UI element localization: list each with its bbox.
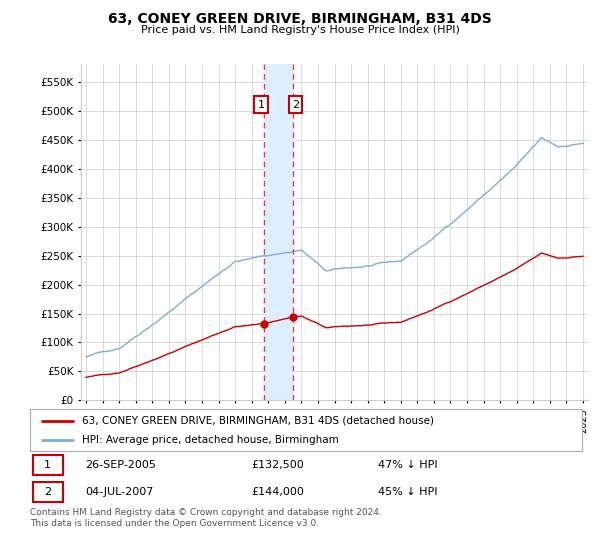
Text: £132,500: £132,500 [251,460,304,470]
Text: £144,000: £144,000 [251,487,304,497]
Bar [264,64,293,400]
Text: 47% ↓ HPI: 47% ↓ HPI [378,460,437,470]
Text: 2: 2 [44,487,51,497]
FancyBboxPatch shape [33,482,63,502]
Text: Contains HM Land Registry data © Crown copyright and database right 2024.
This d: Contains HM Land Registry data © Crown c… [30,508,382,528]
Text: 04-JUL-2007: 04-JUL-2007 [85,487,154,497]
Text: 1: 1 [44,460,51,470]
Text: 45% ↓ HPI: 45% ↓ HPI [378,487,437,497]
Text: 1: 1 [258,100,265,110]
Text: Price paid vs. HM Land Registry's House Price Index (HPI): Price paid vs. HM Land Registry's House … [140,25,460,35]
Text: HPI: Average price, detached house, Birmingham: HPI: Average price, detached house, Birm… [82,435,339,445]
FancyBboxPatch shape [33,455,63,475]
Text: 26-SEP-2005: 26-SEP-2005 [85,460,156,470]
Text: 63, CONEY GREEN DRIVE, BIRMINGHAM, B31 4DS: 63, CONEY GREEN DRIVE, BIRMINGHAM, B31 4… [108,12,492,26]
Text: 63, CONEY GREEN DRIVE, BIRMINGHAM, B31 4DS (detached house): 63, CONEY GREEN DRIVE, BIRMINGHAM, B31 4… [82,416,434,426]
Text: 2: 2 [292,100,299,110]
